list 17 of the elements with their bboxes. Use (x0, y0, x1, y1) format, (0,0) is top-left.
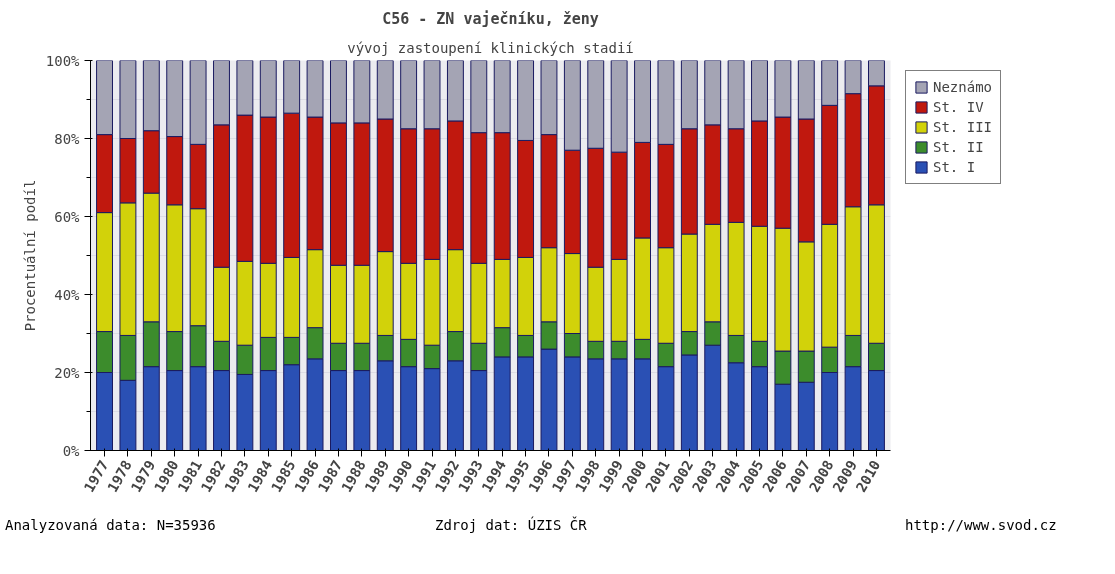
text: Analyzovaná data: N=35936 (5, 516, 216, 535)
legend-label: St. I (933, 159, 976, 175)
y-tick-label: 40% (54, 286, 81, 303)
legend-label: Neznámo (933, 79, 993, 95)
chart-title: C56 - ZN vaječníku, ženy (382, 9, 599, 28)
y-axis-title: Procentuální podíl (21, 179, 38, 332)
y-tick-label: 0% (62, 442, 81, 459)
text: http://www.svod.cz (905, 516, 1057, 535)
y-tick-label: 60% (54, 208, 81, 225)
legend-label: St. III (933, 119, 993, 135)
y-tick-label: 20% (54, 364, 81, 381)
chart-subtitle: vývoj zastoupení klinických stadií (347, 39, 634, 56)
legend-label: St. II (933, 139, 984, 155)
y-tick-label: 80% (54, 130, 81, 147)
text: Zdroj dat: ÚZIS ČR (435, 515, 587, 535)
legend-label: St. IV (933, 99, 984, 115)
y-tick-label: 100% (45, 52, 81, 69)
